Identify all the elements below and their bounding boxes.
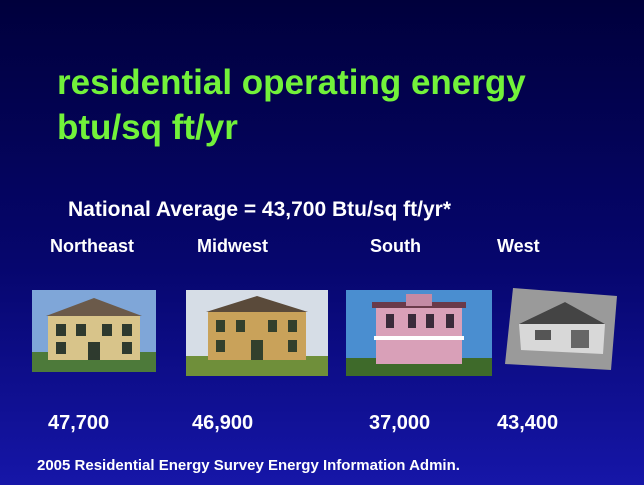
- title-line: btu/sq ft/yr: [57, 108, 238, 148]
- region-value: 37,000: [369, 412, 430, 435]
- house-photo: [346, 290, 492, 376]
- house-photo: [186, 290, 328, 376]
- region-name: West: [497, 236, 540, 257]
- region-value: 46,900: [192, 412, 253, 435]
- region-value: 47,700: [48, 412, 109, 435]
- slide: residential operating energy btu/sq ft/y…: [0, 0, 644, 485]
- region-name: Northeast: [50, 236, 134, 257]
- house-photo: [32, 290, 156, 372]
- title-line: residential operating energy: [57, 63, 526, 103]
- region-value: 43,400: [497, 412, 558, 435]
- region-name: Midwest: [197, 236, 268, 257]
- national-average: National Average = 43,700 Btu/sq ft/yr*: [68, 198, 451, 222]
- house-photo: [505, 284, 617, 370]
- region-name: South: [370, 236, 421, 257]
- footer-source: 2005 Residential Energy Survey Energy In…: [37, 457, 460, 474]
